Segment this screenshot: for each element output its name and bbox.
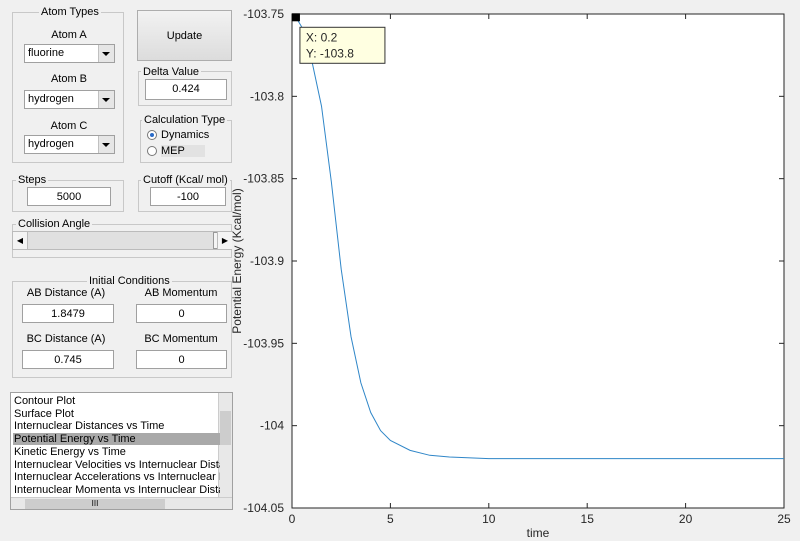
group-title: Calculation Type <box>142 114 228 126</box>
list-item[interactable]: Internuclear Momenta vs Internuclear Dis… <box>14 483 220 496</box>
radio-button[interactable] <box>147 146 157 156</box>
y-tick-label: -103.75 <box>243 7 284 21</box>
datatip-marker <box>291 13 300 22</box>
group-title: Atom Types <box>39 6 101 18</box>
x-tick-label: 5 <box>387 512 394 526</box>
group-title: Initial Conditions <box>87 275 172 287</box>
text-input[interactable]: 0 <box>136 350 227 369</box>
group-title: Cutoff (Kcal/ mol) <box>141 174 230 186</box>
list-item[interactable]: Internuclear Distances vs Time <box>14 420 165 433</box>
datatip-x: X: 0.2 <box>306 30 338 44</box>
y-tick-label: -103.85 <box>243 172 284 186</box>
button-label: Update <box>166 29 203 42</box>
dropdown-value: hydrogen <box>28 138 74 150</box>
radio-button[interactable] <box>147 130 157 140</box>
label: Atom A <box>51 29 87 41</box>
datatip: X: 0.2 Y: -103.8 <box>299 26 386 64</box>
label: Atom C <box>50 120 88 132</box>
label: BC Distance (A) <box>26 333 106 345</box>
horizontal-scrollbar[interactable]: III <box>11 497 232 509</box>
group-title: Steps <box>16 174 49 186</box>
dropdown[interactable]: hydrogen <box>24 135 115 154</box>
radio-label: Dynamics <box>161 129 210 141</box>
list-item[interactable]: Kinetic Energy vs Time <box>14 445 126 458</box>
dropdown-value: fluorine <box>28 47 65 59</box>
y-tick-label: -103.95 <box>243 336 284 350</box>
label: AB Momentum <box>144 287 218 299</box>
slider-left-arrow[interactable]: ◀ <box>13 232 28 249</box>
label: BC Momentum <box>144 333 218 345</box>
x-axis-label: time <box>527 526 550 540</box>
label: Atom B <box>50 73 88 85</box>
plot-area <box>291 13 785 509</box>
list-item[interactable]: Surface Plot <box>14 407 74 420</box>
scroll-grip: III <box>91 499 99 508</box>
datatip-y: Y: -103.8 <box>306 46 354 60</box>
list-item[interactable]: Internuclear Accelerations vs Internucle… <box>14 471 220 484</box>
y-axis-label: Potential Energy (Kcal/mol) <box>230 188 244 333</box>
scroll-thumb[interactable]: III <box>25 499 165 509</box>
vertical-scrollbar[interactable] <box>218 393 232 497</box>
y-tick-label: -103.8 <box>250 89 284 103</box>
x-tick-label: 20 <box>679 512 693 526</box>
x-tick-label: 25 <box>777 512 791 526</box>
datatip-box <box>299 26 386 64</box>
y-tick-label: -104.05 <box>243 501 284 515</box>
y-tick-label: -104 <box>260 419 284 433</box>
angle-slider[interactable]: ◀ ▶ <box>12 231 232 250</box>
update-button[interactable]: Update <box>137 10 232 61</box>
x-tick-label: 10 <box>482 512 496 526</box>
text-input[interactable]: 1.8479 <box>22 304 114 323</box>
text-input[interactable]: 0 <box>136 304 227 323</box>
scroll-thumb[interactable] <box>220 411 231 445</box>
dropdown-value: hydrogen <box>28 93 74 105</box>
steps-group <box>12 180 124 212</box>
group-title: Collision Angle <box>16 218 93 230</box>
list-item[interactable]: Potential Energy vs Time <box>13 433 220 446</box>
text-input[interactable]: 5000 <box>27 187 111 206</box>
group-title: Delta Value <box>141 66 202 78</box>
radio-label: MEP <box>161 145 205 157</box>
x-tick-label: 15 <box>581 512 595 526</box>
list-item[interactable]: Contour Plot <box>14 395 76 407</box>
text-input[interactable]: -100 <box>150 187 226 206</box>
text-input[interactable]: 0.745 <box>22 350 114 369</box>
data-line <box>295 17 784 460</box>
text-input[interactable]: 0.424 <box>145 79 227 100</box>
x-tick-label: 0 <box>289 512 296 526</box>
list-item[interactable]: Internuclear Velocities vs Internuclear … <box>14 458 220 471</box>
label: AB Distance (A) <box>26 287 106 299</box>
plot-listbox: III Contour Plot Surface Plot Internuclear… <box>10 392 233 510</box>
slider-right-arrow[interactable]: ▶ <box>217 232 232 249</box>
dropdown[interactable]: fluorine <box>24 44 115 63</box>
y-tick-label: -103.9 <box>250 254 284 268</box>
dropdown[interactable]: hydrogen <box>24 90 115 109</box>
